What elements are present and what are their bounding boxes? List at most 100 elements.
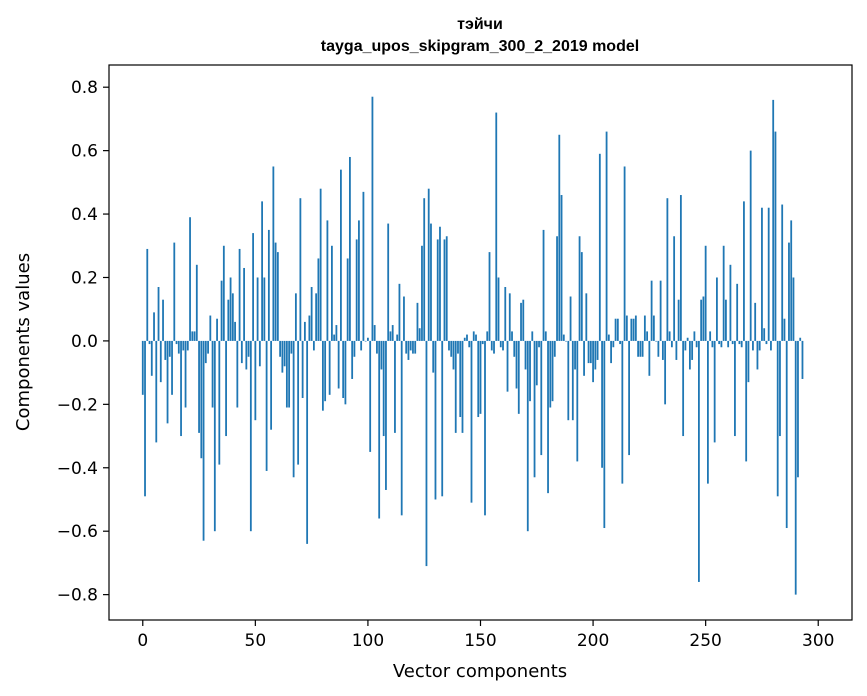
bar-component-168	[520, 302, 522, 341]
x-axis-label: Vector components	[393, 661, 567, 682]
y-tick-label: −0.2	[57, 395, 98, 415]
bar-component-164	[511, 331, 513, 341]
bar-component-118	[407, 340, 410, 360]
bar-component-96	[358, 220, 360, 341]
bar-component-31	[211, 340, 214, 408]
bar-component-71	[301, 340, 304, 398]
bar-component-152	[484, 340, 486, 516]
bar-component-65	[288, 340, 291, 408]
bar-component-80	[321, 340, 324, 411]
bar-component-119	[409, 340, 412, 351]
bar-component-94	[353, 340, 356, 357]
bar-component-28	[204, 340, 207, 364]
bar-component-1	[144, 340, 146, 497]
bar-component-64	[285, 340, 288, 408]
bar-component-256	[718, 340, 721, 345]
bar-component-205	[603, 340, 606, 529]
bar-component-77	[315, 293, 318, 341]
bar-component-228	[655, 340, 658, 342]
bar-component-233	[666, 198, 669, 341]
bar-component-66	[290, 340, 293, 354]
bar-component-162	[506, 340, 509, 392]
bar-component-83	[328, 340, 331, 395]
x-axis-ticks: 0 50 100 150 200 250 300	[137, 620, 834, 651]
bar-component-140	[457, 340, 459, 354]
bar-component-265	[738, 340, 741, 345]
bar-component-95	[355, 239, 358, 341]
bar-component-6	[155, 340, 158, 443]
bar-component-84	[331, 245, 333, 341]
bar-component-145	[468, 340, 471, 348]
bar-component-216	[628, 340, 630, 456]
x-tick-label: 50	[245, 631, 267, 651]
bar-component-184	[556, 236, 558, 341]
bar-component-19	[184, 340, 187, 408]
bar-component-286	[785, 340, 788, 529]
bar-component-131	[436, 239, 439, 341]
chart-subtitle: tayga_upos_skipgram_300_2_2019 model	[321, 38, 639, 55]
bar-component-9	[162, 299, 164, 341]
bar-component-110	[389, 331, 392, 341]
bar-component-108	[385, 340, 387, 490]
bar-component-229	[657, 340, 660, 357]
bar-component-264	[736, 283, 739, 341]
bar-component-278	[767, 207, 770, 341]
bar-component-48	[249, 340, 252, 532]
bar-component-103	[373, 325, 376, 341]
bar-component-16	[177, 340, 180, 354]
bar-component-87	[337, 340, 340, 389]
bar-component-156	[493, 340, 495, 354]
bar-component-285	[783, 318, 786, 341]
bar-component-219	[634, 315, 637, 341]
bar-component-111	[391, 325, 394, 341]
bar-component-10	[164, 340, 167, 360]
bar-component-209	[612, 340, 615, 348]
y-tick-label: 0.2	[71, 268, 98, 288]
bar-component-167	[517, 340, 520, 414]
bar-component-287	[788, 242, 790, 341]
bar-component-227	[652, 315, 655, 341]
bar-component-69	[297, 340, 300, 465]
bar-component-88	[340, 169, 342, 341]
y-tick-label: 0.0	[71, 332, 98, 352]
bar-component-91	[346, 258, 349, 341]
bar-component-270	[749, 150, 752, 341]
bar-component-130	[434, 340, 437, 500]
bar-component-109	[387, 223, 390, 341]
bar-component-20	[186, 340, 189, 351]
bar-component-185	[558, 134, 561, 341]
bar-component-124	[421, 245, 423, 341]
bar-component-154	[488, 252, 491, 341]
bar-component-259	[725, 299, 727, 341]
bar-component-142	[461, 340, 464, 433]
bar-component-133	[441, 340, 444, 497]
bar-component-43	[238, 248, 241, 341]
bar-component-89	[342, 340, 345, 398]
bar-component-32	[213, 340, 216, 532]
bar-component-260	[727, 340, 730, 348]
bar-component-293	[801, 340, 804, 379]
bar-component-203	[598, 153, 601, 341]
bar-component-217	[630, 318, 633, 341]
bar-component-181	[549, 340, 552, 408]
bar-component-199	[589, 340, 592, 364]
bar-component-67	[292, 340, 295, 478]
bar-component-275	[761, 207, 763, 341]
bar-component-25	[198, 340, 200, 433]
bar-component-24	[195, 264, 198, 341]
bar-component-253	[711, 340, 714, 348]
x-tick-label: 200	[577, 631, 609, 651]
bar-component-222	[641, 340, 644, 357]
bar-component-82	[326, 220, 329, 341]
bar-component-180	[547, 340, 549, 494]
bar-component-147	[472, 331, 475, 341]
x-tick-label: 100	[352, 631, 384, 651]
bar-component-14	[173, 242, 176, 341]
y-tick-label: −0.8	[57, 586, 98, 606]
bar-component-269	[747, 340, 750, 383]
bar-component-146	[470, 340, 473, 503]
x-tick-label: 0	[137, 631, 148, 651]
bar-component-207	[607, 334, 610, 341]
bar-component-22	[191, 331, 194, 341]
bar-component-224	[646, 331, 649, 341]
